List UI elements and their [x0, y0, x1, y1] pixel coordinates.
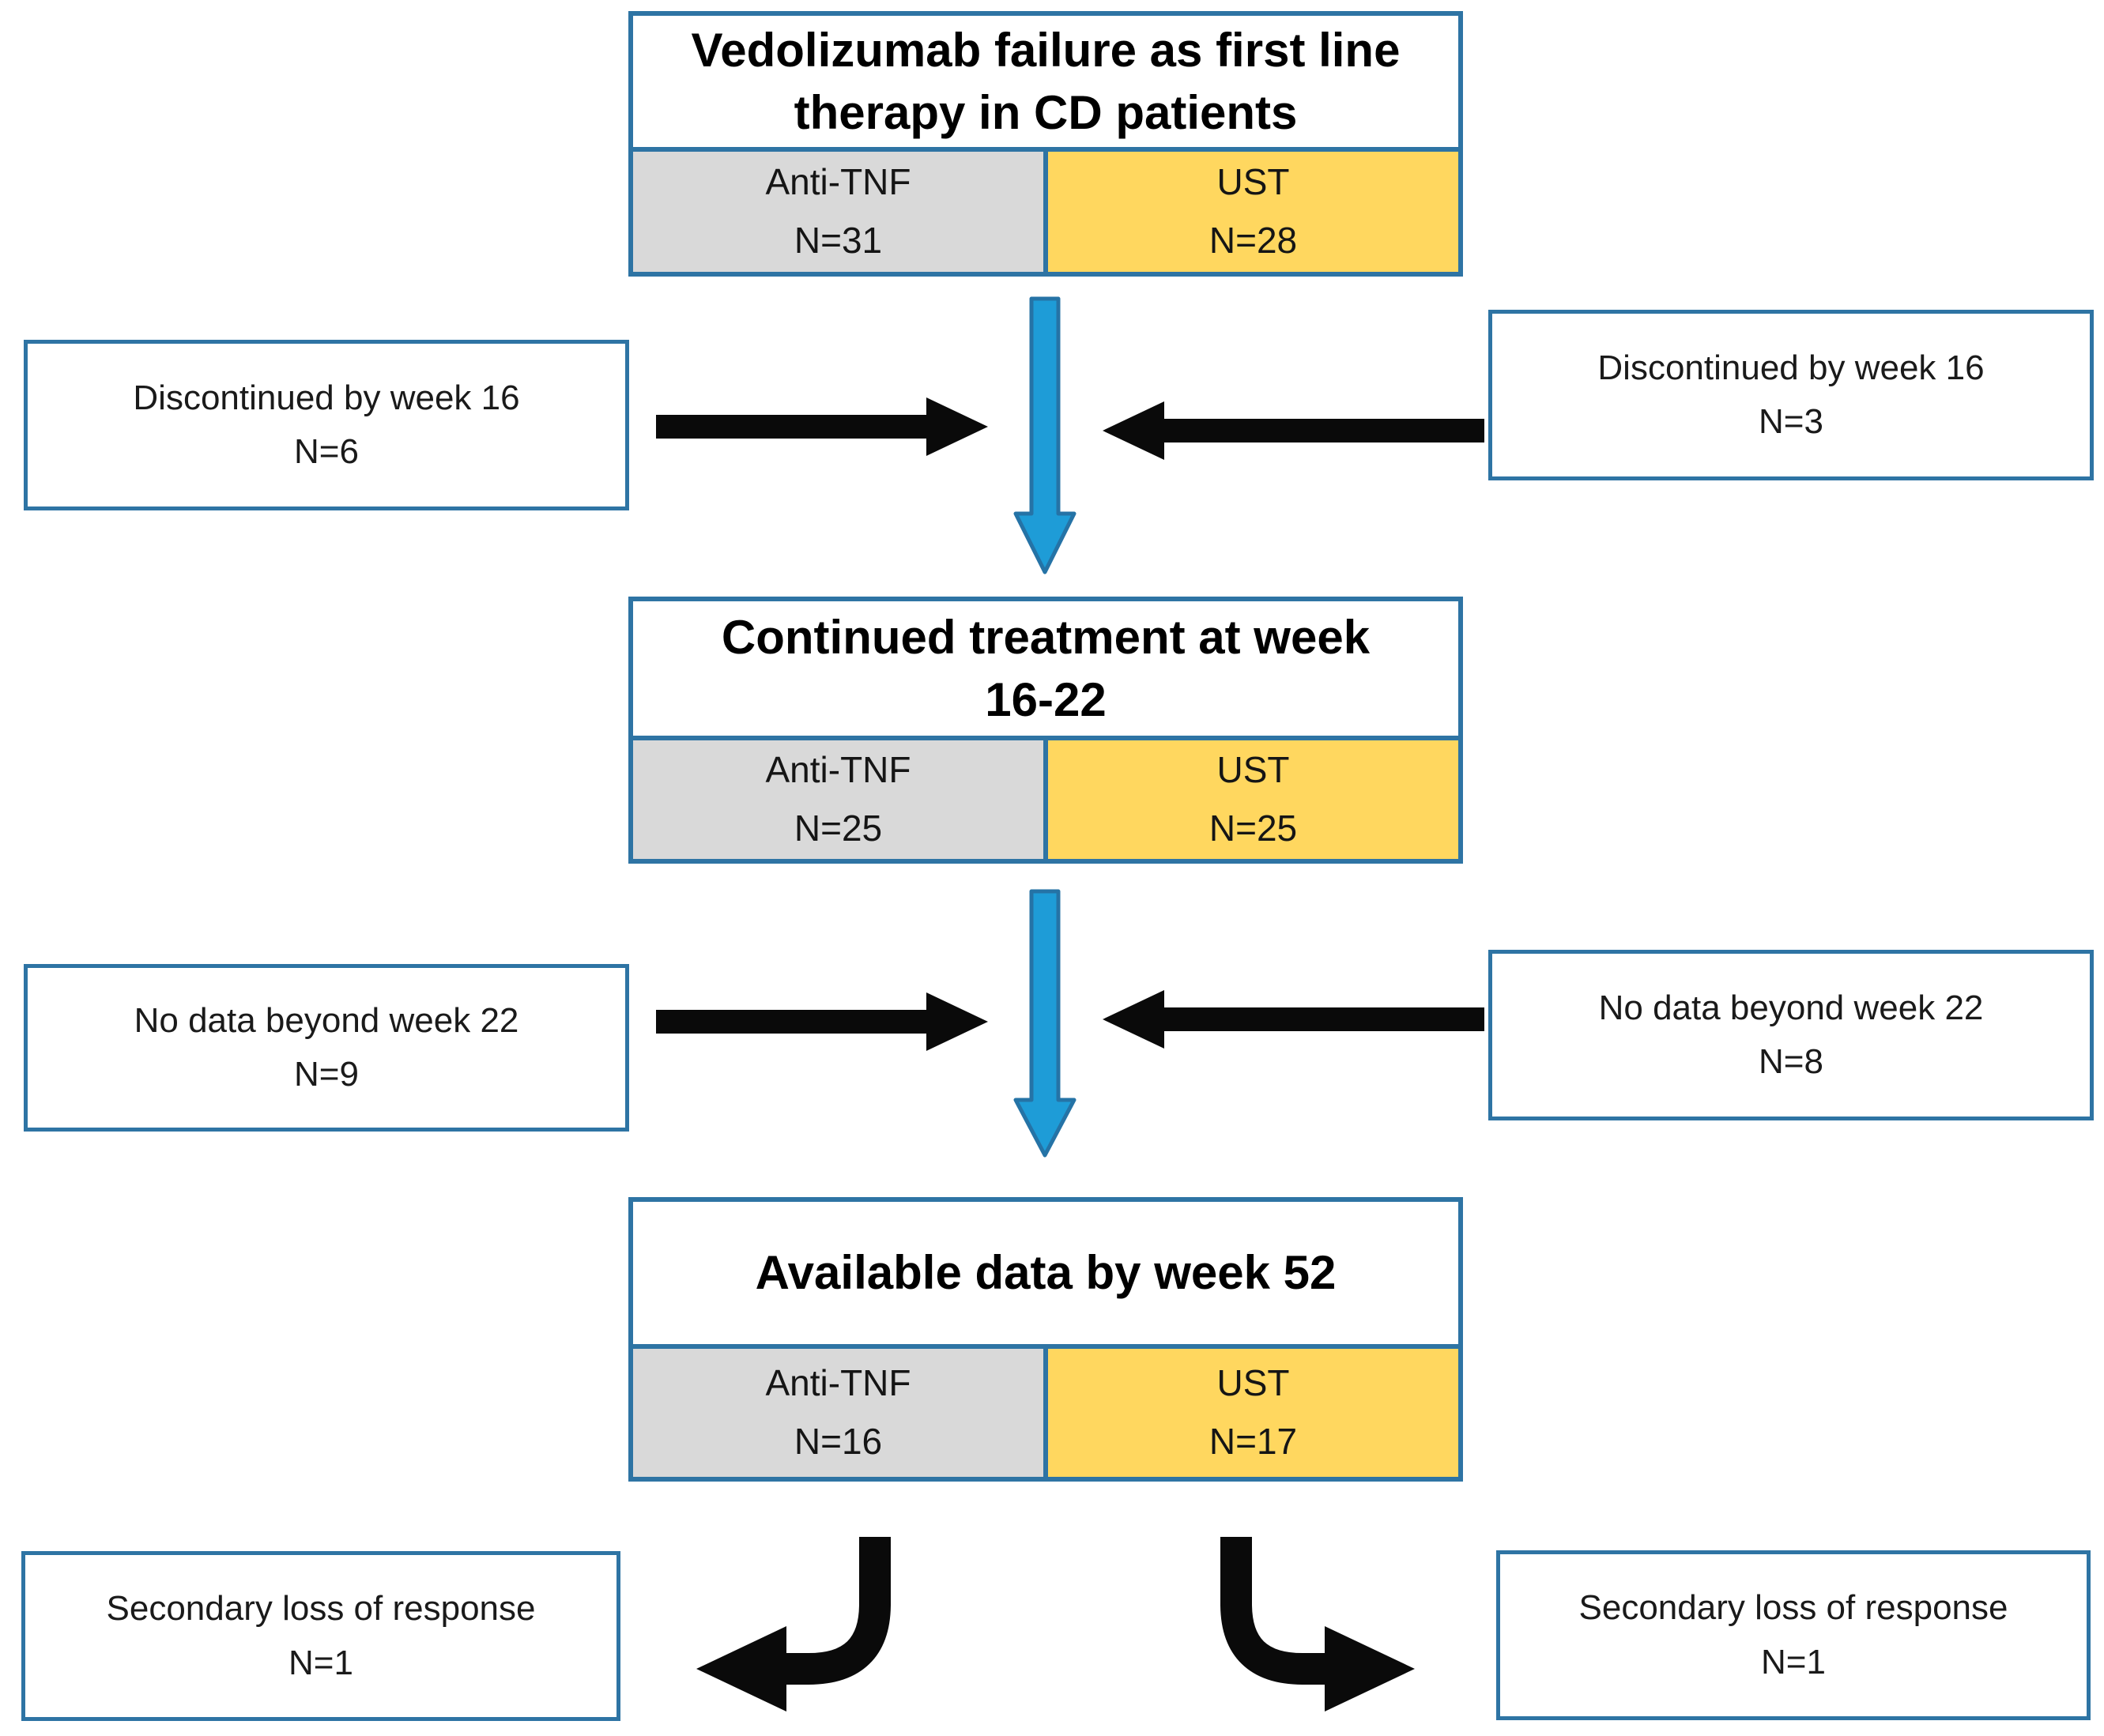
stage1-anti-tnf-count: N=31 — [794, 220, 883, 261]
stage1-ust-count: N=28 — [1208, 220, 1298, 261]
note-text: Secondary loss of response — [106, 1589, 536, 1629]
stage1-title: Vedolizumab failure as first line therap… — [633, 16, 1458, 152]
stage1-anti-tnf-label: Anti-TNF — [765, 161, 911, 203]
note-secondary-loss-anti-tnf: Secondary loss of response N=1 — [21, 1551, 620, 1721]
stage3-cells: Anti-TNF N=16 UST N=17 — [633, 1349, 1458, 1477]
stage1-ust-label: UST — [1216, 161, 1290, 203]
stage3-anti-tnf-label: Anti-TNF — [765, 1362, 911, 1404]
curved-arrow-down-left-icon — [783, 1537, 891, 1685]
curved-arrow-down-right-icon — [1220, 1537, 1328, 1685]
stage2-ust-count: N=25 — [1208, 808, 1298, 849]
stage1-cells: Anti-TNF N=31 UST N=28 — [633, 152, 1458, 272]
stage3-ust-cell: UST N=17 — [1048, 1349, 1458, 1477]
note-count: N=1 — [288, 1643, 353, 1682]
stage2-cells: Anti-TNF N=25 UST N=25 — [633, 740, 1458, 859]
note-no-data-ust: No data beyond week 22 N=8 — [1488, 950, 2094, 1120]
stage2-ust-label: UST — [1216, 749, 1290, 791]
note-secondary-loss-ust: Secondary loss of response N=1 — [1496, 1550, 2091, 1720]
stage2-box: Continued treatment at week 16-22 Anti-T… — [628, 597, 1463, 864]
stage3-ust-count: N=17 — [1208, 1421, 1298, 1462]
note-text: Secondary loss of response — [1578, 1588, 2008, 1628]
note-text: Discontinued by week 16 — [133, 378, 520, 417]
note-text: No data beyond week 22 — [134, 1000, 519, 1040]
stage2-anti-tnf-label: Anti-TNF — [765, 749, 911, 791]
black-arrow-left-row2-icon — [1103, 990, 1484, 1049]
curved-arrow-down-left-head-icon — [696, 1626, 786, 1712]
note-text: No data beyond week 22 — [1598, 988, 1984, 1027]
curved-arrow-down-right-head-icon — [1325, 1626, 1415, 1712]
black-arrow-left-row1-icon — [1103, 401, 1484, 460]
stage2-anti-tnf-cell: Anti-TNF N=25 — [633, 740, 1048, 859]
note-count: N=6 — [294, 432, 359, 471]
stage3-title: Available data by week 52 — [633, 1202, 1458, 1349]
stage1-anti-tnf-cell: Anti-TNF N=31 — [633, 152, 1048, 272]
stage3-ust-label: UST — [1216, 1362, 1290, 1404]
black-arrow-right-row1-icon — [656, 397, 988, 456]
note-count: N=3 — [1759, 402, 1823, 441]
stage2-title: Continued treatment at week 16-22 — [633, 601, 1458, 740]
note-discontinued-ust: Discontinued by week 16 N=3 — [1488, 310, 2094, 480]
note-text: Discontinued by week 16 — [1597, 348, 1985, 387]
stage2-anti-tnf-count: N=25 — [794, 808, 883, 849]
note-discontinued-anti-tnf: Discontinued by week 16 N=6 — [24, 340, 629, 510]
stage3-box: Available data by week 52 Anti-TNF N=16 … — [628, 1197, 1463, 1482]
note-count: N=8 — [1759, 1042, 1823, 1081]
stage1-box: Vedolizumab failure as first line therap… — [628, 11, 1463, 277]
stage1-ust-cell: UST N=28 — [1048, 152, 1458, 272]
note-count: N=9 — [294, 1055, 359, 1094]
stage3-anti-tnf-cell: Anti-TNF N=16 — [633, 1349, 1048, 1477]
stage2-ust-cell: UST N=25 — [1048, 740, 1458, 859]
stage3-anti-tnf-count: N=16 — [794, 1421, 883, 1462]
note-count: N=1 — [1761, 1642, 1826, 1681]
flow-down-arrow-2-icon — [1013, 889, 1077, 1158]
flow-down-arrow-1-icon — [1013, 296, 1077, 574]
black-arrow-right-row2-icon — [656, 992, 988, 1051]
note-no-data-anti-tnf: No data beyond week 22 N=9 — [24, 964, 629, 1132]
